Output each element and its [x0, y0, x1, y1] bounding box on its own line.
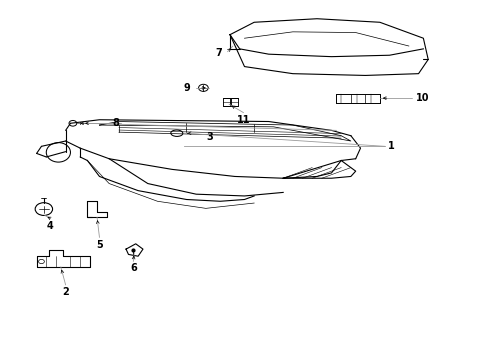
Bar	[230, 99, 237, 106]
Text: 7: 7	[215, 48, 222, 58]
Text: 11: 11	[236, 115, 250, 125]
Text: 3: 3	[206, 132, 213, 143]
Text: 4: 4	[46, 221, 53, 231]
Text: 5: 5	[96, 239, 102, 249]
Text: 6: 6	[130, 263, 137, 273]
Text: 9: 9	[183, 83, 190, 93]
Text: 2: 2	[62, 287, 69, 297]
Text: 8: 8	[112, 118, 119, 127]
Text: 10: 10	[415, 93, 429, 103]
Bar	[223, 99, 229, 106]
Text: 1: 1	[387, 141, 394, 151]
